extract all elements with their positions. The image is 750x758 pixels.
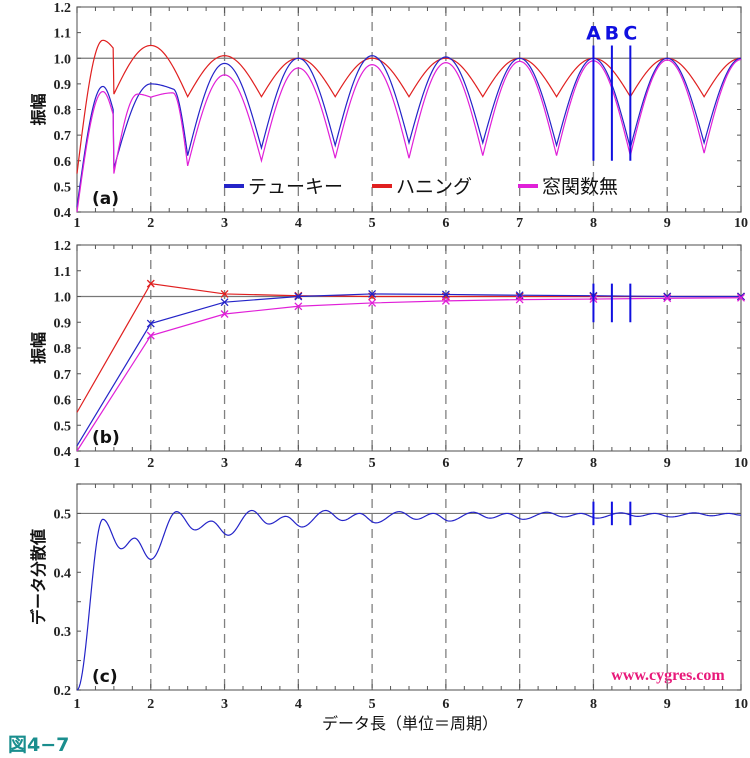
x-axis-title: データ長（単位＝周期） (322, 714, 498, 733)
y-tick-label: 0.6 (54, 394, 72, 409)
y-tick-label: 0.7 (54, 368, 72, 383)
data-point-none (663, 294, 672, 303)
x-tick-label: 9 (664, 697, 671, 712)
y-tick-label: 1.1 (54, 265, 72, 280)
x-tick-label: 2 (147, 697, 154, 712)
plot-frame (76, 483, 742, 691)
x-tick-label: 6 (442, 216, 449, 231)
x-tick-label: 3 (221, 697, 228, 712)
x-tick-label: 7 (516, 216, 523, 231)
data-point-none (220, 310, 229, 318)
series-line-tukey (76, 509, 741, 691)
y-tick-label: 1.1 (54, 27, 72, 42)
panel-a: 0.4 0.5 0.6 0.7 0.8 0.9 1.0 1.1 1.2 1 2 3 4 5 6 7 8 9 10 振幅… (29, 1, 748, 231)
x-tick-label: 10 (734, 697, 748, 712)
y-tick-label: 0.4 (54, 566, 72, 581)
data-point-hanning (515, 292, 524, 301)
series-line-tukey (76, 293, 741, 447)
y-tick-label: 0.4 (54, 206, 72, 221)
x-tick-label: 3 (221, 216, 228, 231)
x-tick-label: 1 (74, 216, 81, 231)
data-point-none (515, 295, 524, 304)
data-point-tukey (441, 290, 450, 299)
x-tick-label: 5 (369, 216, 376, 231)
series-line-hanning (76, 282, 741, 413)
y-tick-label: 0.5 (54, 507, 72, 522)
x-tick-label: 10 (734, 216, 748, 231)
series-line-none (76, 297, 742, 452)
series-line-tukey (76, 55, 742, 207)
legend-label-tukey: テューキー (248, 176, 343, 198)
data-point-tukey (220, 298, 229, 307)
figure-label: 図4−7 (8, 734, 69, 756)
data-point-none (368, 298, 377, 307)
panel-label: (c) (92, 667, 118, 687)
x-tick-label: 1 (74, 456, 81, 471)
y-axis-label: 振幅 (29, 332, 48, 364)
x-tick-label: 8 (590, 697, 597, 712)
y-tick-label: 0.2 (54, 684, 72, 699)
data-point-none (737, 293, 745, 302)
x-tick-label: 7 (516, 697, 523, 712)
data-point-hanning (220, 289, 229, 298)
series-line-hanning (76, 39, 742, 174)
data-point-none (294, 302, 303, 311)
plot-frame (76, 244, 742, 452)
data-point-none (441, 296, 450, 305)
y-tick-label: 1.2 (54, 1, 72, 16)
x-tick-label: 5 (369, 456, 376, 471)
x-tick-label: 3 (221, 456, 228, 471)
x-tick-label: 7 (516, 456, 523, 471)
y-tick-label: 0.4 (54, 445, 72, 460)
x-tick-label: 9 (664, 216, 671, 231)
x-tick-label: 8 (590, 456, 597, 471)
y-tick-label: 0.5 (54, 419, 72, 434)
x-tick-label: 5 (369, 697, 376, 712)
data-point-tukey (146, 319, 155, 328)
data-point-tukey (294, 292, 303, 301)
y-tick-label: 0.8 (54, 342, 72, 357)
data-point-tukey (737, 292, 745, 301)
data-point-hanning (146, 279, 155, 288)
y-tick-label: 1.2 (54, 239, 72, 254)
panel-b: 0.4 0.5 0.6 0.7 0.8 0.9 1.0 1.1 1.2 1 2 3 4 5 6 7 8 9 10 振幅… (29, 239, 748, 471)
y-tick-label: 0.9 (54, 316, 72, 331)
y-tick-label: 0.3 (54, 625, 72, 640)
panel-label: (b) (92, 428, 120, 448)
x-tick-label: 4 (295, 216, 302, 231)
x-tick-label: 2 (147, 216, 154, 231)
marker-label-c: C (623, 22, 637, 44)
x-tick-label: 4 (295, 456, 302, 471)
x-tick-label: 2 (147, 456, 154, 471)
marker-label-b: B (605, 22, 619, 44)
x-tick-label: 6 (442, 697, 449, 712)
y-tick-label: 1.0 (54, 52, 72, 67)
x-tick-label: 1 (74, 697, 81, 712)
panel-c: 0.2 0.3 0.4 0.5 1 2 3 4 5 6 7 8 9 10 データ分散値 (c) (29, 483, 748, 712)
x-tick-label: 6 (442, 456, 449, 471)
data-point-tukey (368, 289, 377, 298)
y-tick-label: 0.5 (54, 180, 72, 195)
marker-label-a: A (586, 22, 601, 44)
y-axis-label: 振幅 (29, 93, 48, 125)
x-tick-label: 10 (734, 456, 748, 471)
x-tick-label: 4 (295, 697, 302, 712)
data-point-none (146, 331, 155, 340)
y-tick-label: 0.7 (54, 129, 72, 144)
y-tick-label: 1.0 (54, 291, 72, 306)
legend-label-hanning: ハニング (396, 176, 472, 198)
x-tick-label: 8 (590, 216, 597, 231)
y-tick-label: 0.8 (54, 104, 72, 119)
legend-label-none: 窓関数無 (542, 176, 618, 198)
watermark: www.cygres.com (611, 667, 725, 684)
x-tick-label: 9 (664, 456, 671, 471)
panel-label: (a) (92, 189, 119, 209)
y-tick-label: 0.6 (54, 155, 72, 170)
y-axis-label: データ分散値 (29, 529, 48, 625)
y-tick-label: 0.9 (54, 78, 72, 93)
